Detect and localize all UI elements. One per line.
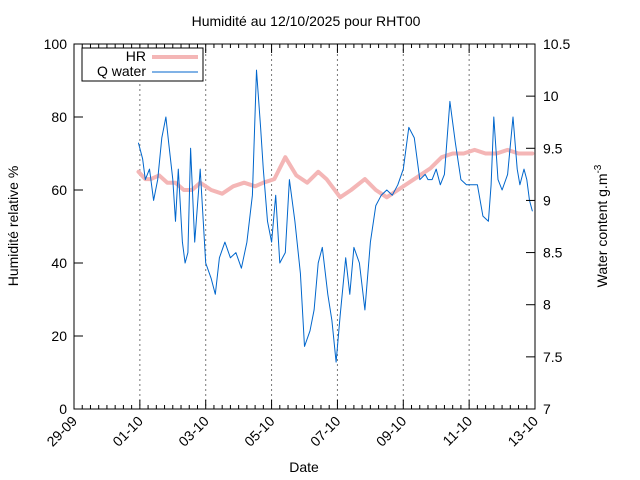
legend-label-hr: HR bbox=[126, 48, 146, 64]
y2-tick-label: 8.5 bbox=[543, 245, 563, 261]
legend-box bbox=[81, 47, 204, 82]
y-tick-label: 80 bbox=[51, 109, 67, 125]
legend: HR Q water bbox=[81, 47, 204, 82]
x-tick-label: 13-10 bbox=[504, 413, 541, 450]
y2-tick-label: 7 bbox=[543, 401, 551, 417]
x-tick-label: 09-10 bbox=[373, 413, 410, 450]
axis-ticks: 29-09 01-10 03-10 05-10 07-10 09-10 11-10 13-10… bbox=[43, 36, 570, 449]
y2-tick-label: 10.5 bbox=[543, 36, 570, 52]
y2-tick-label: 9 bbox=[543, 192, 551, 208]
y-tick-label: 100 bbox=[44, 36, 68, 52]
chart-title: Humidité au 12/10/2025 pour RHT00 bbox=[192, 13, 421, 29]
y-tick-label: 20 bbox=[51, 328, 67, 344]
x-tick-label: 05-10 bbox=[241, 413, 278, 450]
y-tick-label: 40 bbox=[51, 255, 67, 271]
x-tick-label: 01-10 bbox=[109, 413, 146, 450]
y-tick-label: 60 bbox=[51, 182, 67, 198]
y2-tick-label: 7.5 bbox=[543, 349, 563, 365]
y2-axis-label-base: Water content g.m bbox=[594, 174, 610, 288]
x-tick-label: 11-10 bbox=[439, 413, 475, 449]
grid-lines bbox=[139, 44, 470, 409]
y2-axis-label: Water content g.m-3 bbox=[593, 164, 610, 287]
series-line-hr bbox=[136, 147, 535, 200]
y2-tick-label: 8 bbox=[543, 297, 551, 313]
x-tick-label: 03-10 bbox=[175, 413, 212, 450]
y-tick-label: 0 bbox=[59, 401, 67, 417]
series-layer bbox=[136, 69, 535, 363]
legend-label-qwater: Q water bbox=[97, 63, 146, 79]
x-tick-label: 29-09 bbox=[43, 413, 80, 450]
y2-axis-label-sup: -3 bbox=[593, 164, 604, 173]
y2-tick-label: 10 bbox=[543, 88, 559, 104]
y-axis-label: Humidité relative % bbox=[5, 166, 21, 287]
plot-frame bbox=[73, 43, 536, 410]
series-line-qwater bbox=[138, 69, 533, 363]
x-tick-label: 07-10 bbox=[307, 413, 344, 450]
x-axis-label: Date bbox=[289, 459, 319, 475]
y2-tick-label: 9.5 bbox=[543, 140, 563, 156]
